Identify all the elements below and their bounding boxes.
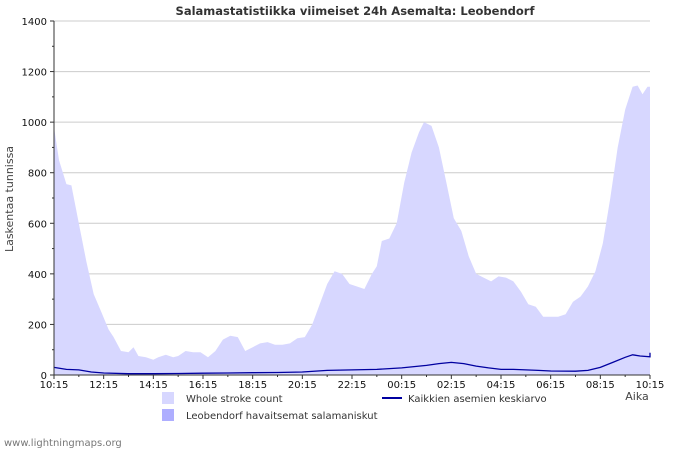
y-tick-label: 1400 <box>22 17 47 28</box>
legend: Whole stroke count Kaikkien asemien keski… <box>162 392 547 422</box>
y-tick-label: 1200 <box>22 68 47 79</box>
y-tick-label: 400 <box>28 270 47 281</box>
x-tick-label: 20:15 <box>288 380 317 391</box>
x-tick-label: 18:15 <box>238 380 267 391</box>
x-tick-label: 16:15 <box>189 380 218 391</box>
y-tick-label: 800 <box>28 169 47 180</box>
y-tick-label: 200 <box>28 320 47 331</box>
legend-label: Whole stroke count <box>186 394 283 405</box>
chart-title: Salamastatistiikka viimeiset 24h Asemalt… <box>176 4 536 18</box>
x-tick-label: 08:15 <box>586 380 615 391</box>
x-tick-label: 10:15 <box>636 380 665 391</box>
axes: 0 200 400 600 800 1000 1200 1400 10:15 12:15 14:15… <box>22 17 665 391</box>
legend-label: Kaikkien asemien keskiarvo <box>408 394 547 405</box>
x-tick-label: 10:15 <box>40 380 69 391</box>
x-tick-label: 00:15 <box>387 380 416 391</box>
x-tick-label: 12:15 <box>89 380 118 391</box>
legend-label: Leobendorf havaitsemat salamaniskut <box>186 411 378 422</box>
y-axis-label: Laskentaa tunnissa <box>3 146 16 252</box>
y-tick-label: 600 <box>28 219 47 230</box>
data-series <box>53 46 651 376</box>
x-tick-label: 02:15 <box>437 380 466 391</box>
series-line-average <box>53 352 651 375</box>
x-axis-label: Aika <box>625 390 649 403</box>
x-tick-label: 06:15 <box>536 380 565 391</box>
legend-swatch <box>162 409 174 421</box>
y-tick-label: 0 <box>41 371 47 382</box>
x-tick-label: 22:15 <box>338 380 367 391</box>
grid <box>54 20 650 325</box>
y-tick-label: 1000 <box>22 118 47 129</box>
x-tick-label: 04:15 <box>487 380 516 391</box>
x-tick-label: 14:15 <box>139 380 168 391</box>
footer-credit: www.lightningmaps.org <box>4 438 122 449</box>
legend-swatch <box>162 392 174 404</box>
series-area-whole-stroke-count <box>54 46 650 376</box>
